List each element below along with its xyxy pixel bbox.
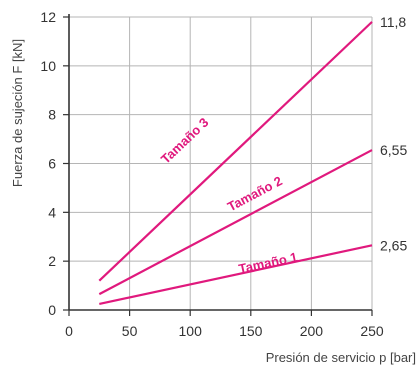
axes (63, 14, 373, 316)
y-tick-label: 2 (48, 253, 56, 269)
series-group: Tamaño 1 2,65 Tamaño 2 6,55 Tamaño 3 11,8 (98, 14, 407, 305)
y-tick-label: 6 (48, 156, 56, 172)
series-line (98, 21, 373, 282)
y-tick-label: 10 (40, 58, 56, 74)
series-line (98, 149, 373, 296)
series-label: Tamaño 2 (225, 173, 285, 214)
series-line (99, 244, 373, 305)
end-value-label: 11,8 (380, 14, 406, 30)
y-axis-label: Fuerza de sujeción F [kN] (10, 39, 25, 187)
x-tick-label: 200 (300, 323, 324, 339)
x-axis-label: Presión de servicio p [bar] (266, 350, 416, 365)
y-tick-label: 4 (48, 204, 56, 220)
y-tick-label: 12 (40, 9, 56, 25)
tick-labels: 0 2 4 6 8 10 12 0 50 100 150 200 250 (40, 9, 383, 339)
series-label: Tamaño 3 (158, 115, 212, 167)
x-tick-label: 150 (239, 323, 263, 339)
end-value-label: 2,65 (380, 237, 407, 253)
x-tick-label: 0 (65, 323, 73, 339)
x-tick-label: 100 (179, 323, 203, 339)
x-tick-label: 250 (360, 323, 384, 339)
x-tick-label: 50 (122, 323, 138, 339)
series-label: Tamaño 1 (237, 249, 299, 276)
end-value-label: 6,55 (380, 142, 407, 158)
y-tick-label: 0 (48, 302, 56, 318)
y-tick-label: 8 (48, 107, 56, 123)
